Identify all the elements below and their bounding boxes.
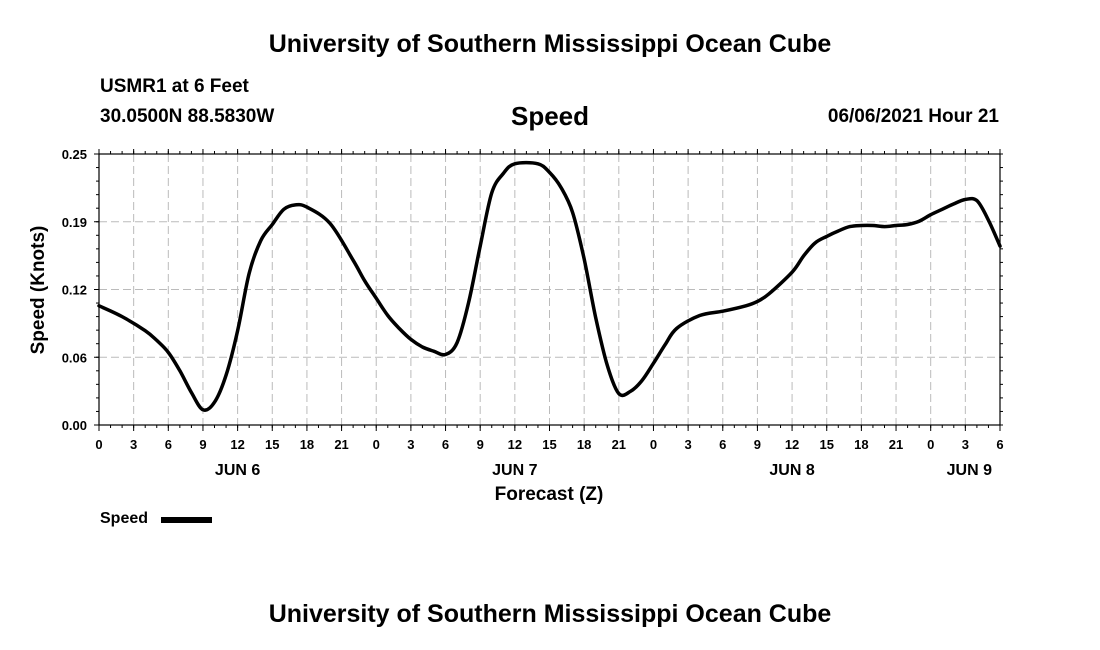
x-tick-label: 18 [854, 437, 868, 452]
x-tick-label: 3 [684, 437, 691, 452]
x-tick-label: 12 [785, 437, 799, 452]
x-tick-label: 18 [300, 437, 314, 452]
y-tick-label: 0.00 [62, 418, 87, 433]
y-tick-label: 0.25 [62, 147, 87, 162]
x-tick-label: 21 [889, 437, 903, 452]
variable-title: Speed [510, 101, 590, 131]
speed-chart: 0.00 0.06 0.12 0.19 0.25 0 3 6 9 12 15 18 21 0 3 6 9 12 1… [28, 147, 1004, 505]
x-tick-label: 3 [130, 437, 137, 452]
x-tick-label: 0 [373, 437, 380, 452]
x-tick-label: 15 [265, 437, 279, 452]
date-label: JUN 7 [492, 462, 537, 479]
x-tick-label: 0 [650, 437, 657, 452]
x-tick-label: 9 [754, 437, 761, 452]
x-tick-label: 21 [334, 437, 348, 452]
station-label: USMR1 at 6 Feet [100, 76, 249, 97]
y-tick-label: 0.06 [62, 350, 87, 365]
series-layer [97, 160, 1002, 412]
x-tick-label: 12 [508, 437, 522, 452]
y-tick-label: 0.19 [62, 215, 87, 230]
x-tick-label: 0 [95, 437, 102, 452]
footer-title: University of Southern Mississippi Ocean… [268, 600, 832, 628]
x-tick-label: 9 [199, 437, 206, 452]
date-label: JUN 8 [769, 462, 814, 479]
x-tick-label: 12 [230, 437, 244, 452]
legend-swatch [161, 517, 212, 523]
grid-lines [99, 154, 1000, 425]
x-tick-label: 15 [819, 437, 833, 452]
date-label: JUN 6 [215, 462, 260, 479]
legend-label: Speed [100, 510, 149, 527]
y-axis-label: Speed (Knots) [28, 226, 49, 355]
x-tick-label: 9 [477, 437, 484, 452]
speed-series-line [97, 160, 1002, 412]
x-tick-label: 0 [927, 437, 934, 452]
y-axis: 0.00 0.06 0.12 0.19 0.25 [62, 147, 99, 433]
x-tick-label: 21 [612, 437, 626, 452]
x-axis: 0 3 6 9 12 15 18 21 0 3 6 9 12 15 18 21 0 3 6 9 12 15 18 21 0 3 6J… [95, 149, 1004, 479]
x-tick-label: 3 [962, 437, 969, 452]
y-tick-label: 0.12 [62, 283, 87, 298]
x-tick-label: 6 [719, 437, 726, 452]
coordinates-label: 30.0500N 88.5830W [100, 106, 275, 127]
page-title: University of Southern Mississippi Ocean… [268, 30, 832, 58]
forecast-datetime: 06/06/2021 Hour 21 [827, 106, 999, 127]
x-tick-label: 18 [577, 437, 591, 452]
x-tick-label: 6 [996, 437, 1003, 452]
x-tick-label: 3 [407, 437, 414, 452]
x-tick-label: 6 [165, 437, 172, 452]
date-label: JUN 9 [947, 462, 992, 479]
x-tick-label: 6 [442, 437, 449, 452]
x-axis-label: Forecast (Z) [495, 484, 604, 505]
x-tick-label: 15 [542, 437, 556, 452]
